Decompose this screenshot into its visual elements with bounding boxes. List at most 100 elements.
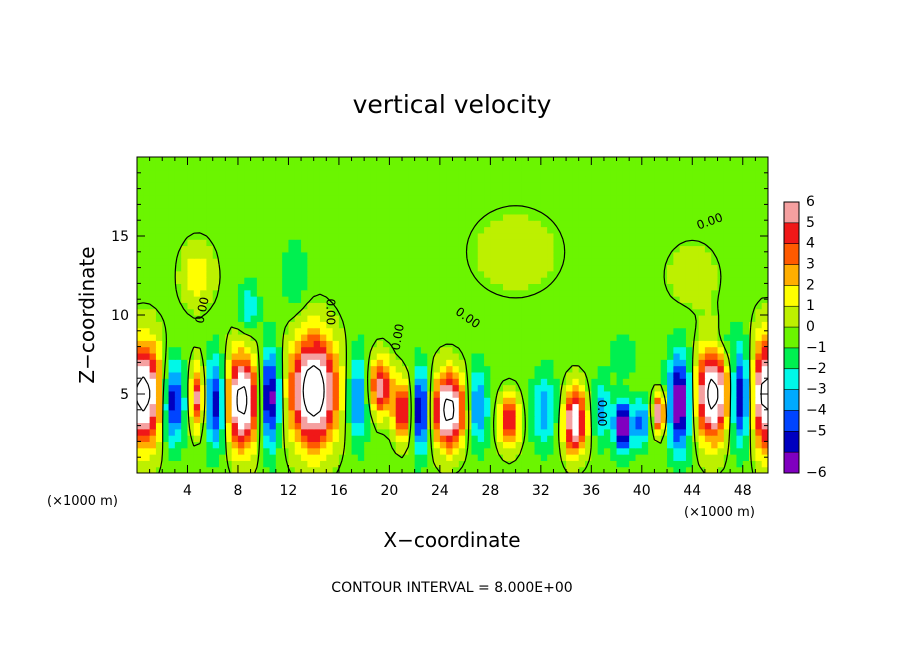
heatmap-cell [231, 371, 239, 379]
heatmap-cell [282, 447, 290, 455]
heatmap-cell [730, 416, 738, 424]
heatmap-cell [698, 283, 706, 291]
heatmap-cell [282, 289, 290, 297]
heatmap-cell [351, 390, 359, 398]
heatmap-cell [307, 435, 315, 442]
heatmap-cell [181, 390, 189, 398]
heatmap-cell [566, 327, 573, 335]
heatmap-cell [389, 435, 397, 442]
heatmap-cell [622, 258, 630, 266]
heatmap-cell [603, 251, 611, 259]
heatmap-cell [704, 308, 712, 316]
heatmap-cell [395, 327, 403, 335]
heatmap-cell [225, 289, 233, 297]
heatmap-cell [704, 207, 712, 215]
heatmap-cell [572, 365, 580, 373]
heatmap-cell [137, 163, 144, 171]
heatmap-cell [174, 397, 182, 405]
heatmap-cell [402, 327, 409, 335]
heatmap-cell [585, 308, 592, 316]
heatmap-cell [749, 409, 756, 417]
heatmap-cell [168, 340, 176, 348]
heatmap-cell [471, 315, 479, 322]
heatmap-cell [237, 409, 245, 417]
heatmap-cell [263, 207, 271, 215]
heatmap-cell [635, 397, 643, 405]
heatmap-cell [496, 397, 504, 405]
heatmap-cell [376, 226, 384, 234]
heatmap-cell [547, 302, 555, 310]
heatmap-cell [477, 232, 485, 240]
heatmap-cell [319, 245, 327, 253]
heatmap-cell [704, 333, 712, 341]
heatmap-cell [515, 346, 523, 354]
heatmap-cell [446, 277, 454, 284]
heatmap-cell [585, 220, 592, 228]
heatmap-cell [717, 188, 725, 196]
heatmap-cell [319, 188, 327, 196]
heatmap-cell [433, 321, 441, 329]
heatmap-cell [168, 435, 176, 442]
heatmap-cell [641, 264, 649, 272]
heatmap-cell [635, 315, 643, 322]
heatmap-cell [484, 422, 491, 430]
heatmap-cell [174, 302, 182, 310]
heatmap-cell [597, 264, 605, 272]
heatmap-cell [730, 239, 738, 247]
heatmap-cell [553, 277, 561, 284]
heatmap-cell [597, 182, 605, 190]
heatmap-cell [477, 384, 485, 392]
heatmap-cell [250, 188, 258, 196]
heatmap-cell [269, 321, 277, 329]
heatmap-cell [540, 321, 548, 329]
heatmap-cell [616, 384, 624, 392]
heatmap-cell [585, 365, 592, 373]
heatmap-cell [761, 365, 768, 373]
heatmap-cell [629, 245, 637, 253]
heatmap-cell [364, 201, 372, 209]
heatmap-cell [269, 441, 277, 449]
heatmap-cell [174, 378, 182, 386]
heatmap-cell [313, 251, 321, 259]
heatmap-cell [357, 384, 365, 392]
heatmap-cell [351, 194, 359, 202]
heatmap-cell [673, 403, 681, 411]
heatmap-cell [439, 321, 447, 329]
heatmap-cell [294, 270, 302, 278]
heatmap-cell [635, 460, 643, 468]
heatmap-cell [193, 390, 201, 398]
heatmap-cell [458, 447, 466, 455]
heatmap-cell [578, 264, 586, 272]
heatmap-cell [389, 157, 397, 164]
heatmap-cell [610, 447, 618, 455]
heatmap-cell [528, 346, 536, 354]
heatmap-cell [597, 239, 605, 247]
heatmap-cell [736, 182, 744, 190]
heatmap-cell [660, 460, 668, 468]
heatmap-cell [547, 460, 555, 468]
heatmap-cell [219, 333, 226, 341]
heatmap-cell [275, 416, 283, 424]
heatmap-cell [654, 163, 662, 171]
heatmap-cell [319, 352, 327, 360]
heatmap-cell [174, 245, 182, 253]
heatmap-cell [282, 359, 290, 367]
heatmap-cell [181, 403, 189, 411]
heatmap-cell [648, 201, 656, 209]
heatmap-cell [301, 460, 308, 468]
heatmap-cell [698, 321, 706, 329]
heatmap-cell [319, 175, 327, 183]
heatmap-cell [357, 428, 365, 436]
heatmap-cell [294, 239, 302, 247]
heatmap-cell [629, 333, 637, 341]
heatmap-cell [256, 315, 264, 322]
heatmap-cell [225, 333, 233, 341]
heatmap-cell [193, 226, 201, 234]
heatmap-cell [326, 359, 334, 367]
heatmap-cell [174, 428, 182, 436]
heatmap-cell [427, 315, 435, 322]
heatmap-cell [162, 258, 170, 266]
heatmap-cell [484, 397, 491, 405]
heatmap-cell [313, 239, 321, 247]
heatmap-cell [332, 384, 340, 392]
